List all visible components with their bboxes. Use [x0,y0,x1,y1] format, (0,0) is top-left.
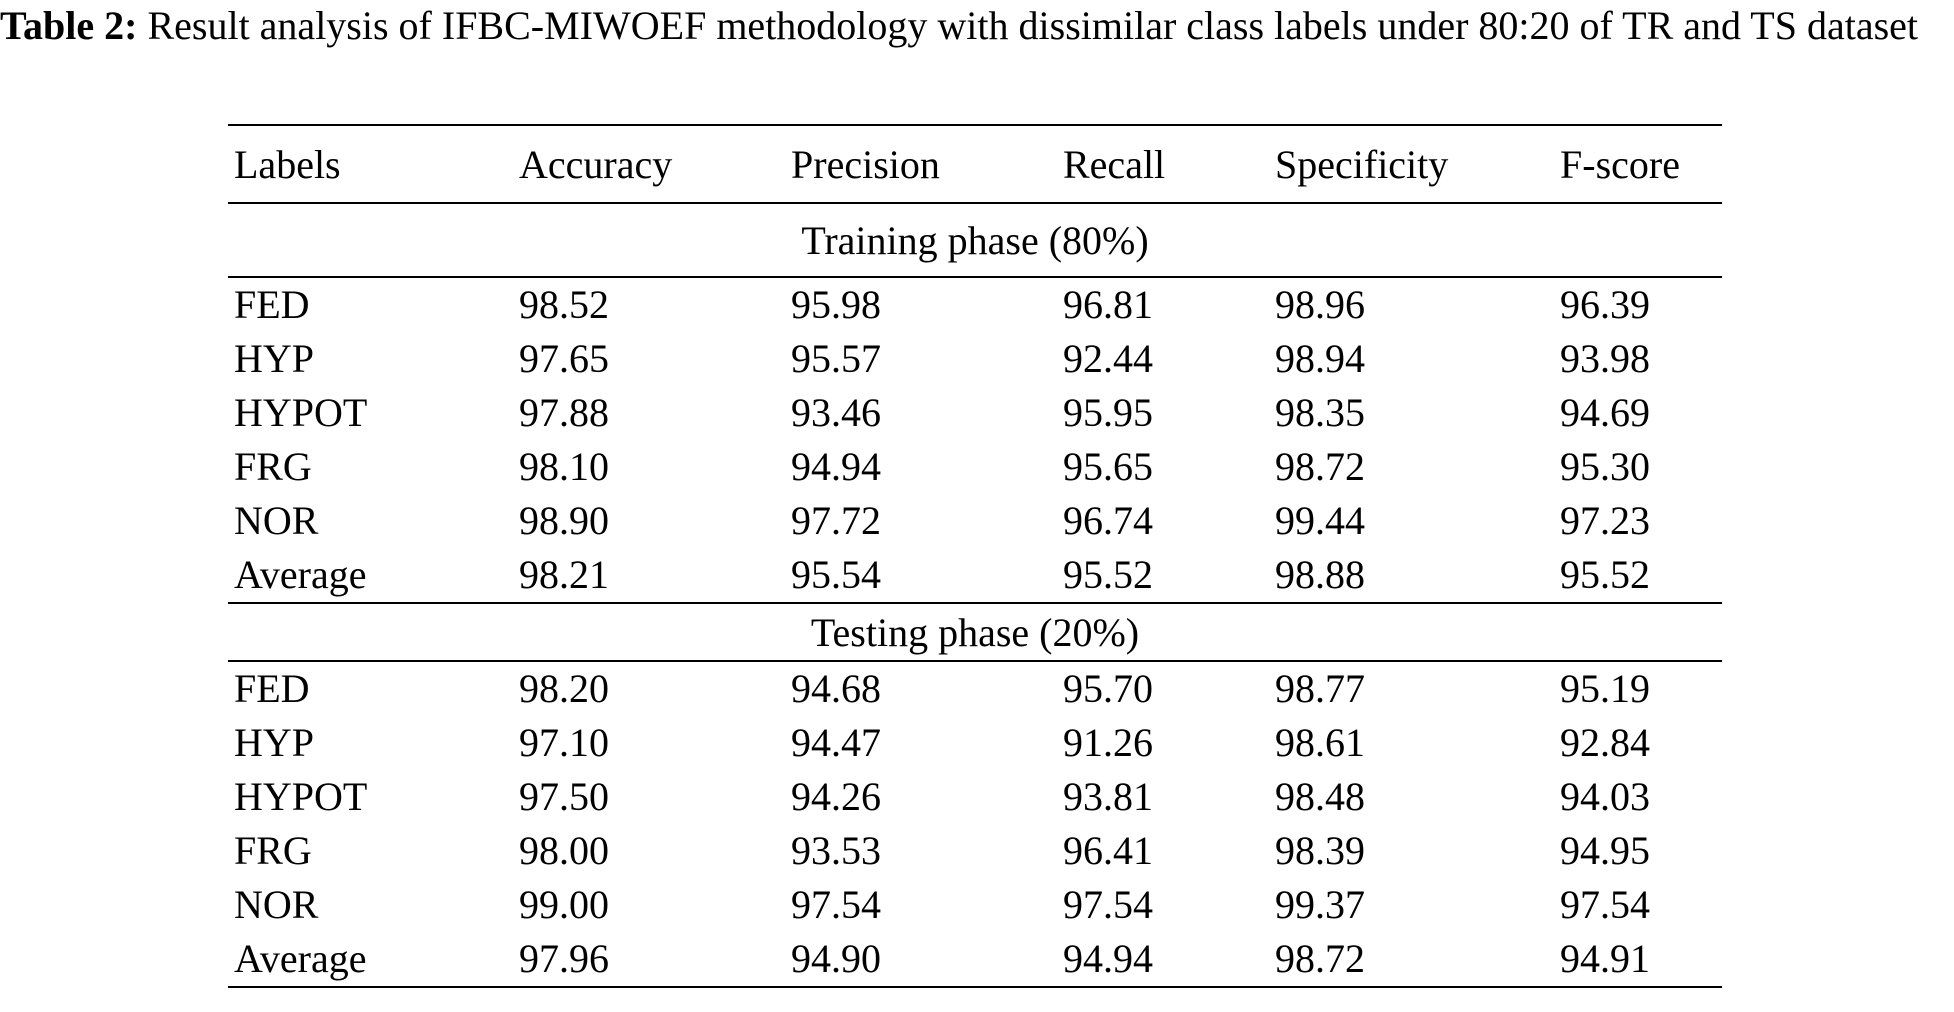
row-label-cell: Average [228,932,513,988]
table-cell: 96.39 [1560,282,1650,327]
table-cell: 96.74 [1063,498,1153,543]
table-cell: 98.39 [1275,828,1365,873]
table-cell: 95.30 [1560,444,1650,489]
table-cell: 94.47 [791,720,881,765]
table-cell: 99.37 [1275,882,1365,927]
table-row: FRG 98.00 93.53 96.41 98.39 94.95 [228,824,1722,878]
table-cell: 98.00 [519,828,609,873]
table-cell: 94.68 [791,666,881,711]
table-cell: 95.57 [791,336,881,381]
table-row: FED 98.52 95.98 96.81 98.96 96.39 [228,277,1722,332]
table-cell: 94.91 [1554,932,1722,988]
table-cell: 98.77 [1275,666,1365,711]
table-row: FRG 98.10 94.94 95.65 98.72 95.30 [228,440,1722,494]
table-cell: 95.52 [1063,552,1153,597]
table-cell: 99.00 [519,882,609,927]
table-row: NOR 99.00 97.54 97.54 99.37 97.54 [228,878,1722,932]
table-cell: 97.50 [519,774,609,819]
table-cell: 94.90 [785,932,1057,988]
row-label-cell: HYP [234,720,315,765]
table-row: HYPOT 97.50 94.26 93.81 98.48 94.03 [228,770,1722,824]
header-cell: F-score [1554,124,1722,204]
row-label-cell: HYP [234,336,315,381]
table-cell: 97.54 [1560,882,1650,927]
table-cell: 93.46 [791,390,881,435]
row-label-cell: NOR [234,882,319,927]
table-cell: 97.54 [1063,882,1153,927]
table-row: HYPOT 97.88 93.46 95.95 98.35 94.69 [228,386,1722,440]
table-cell: 98.10 [519,444,609,489]
table-cell: 95.54 [791,552,881,597]
table-row: HYP 97.10 94.47 91.26 98.61 92.84 [228,716,1722,770]
table-row: FED 98.20 94.68 95.70 98.77 95.19 [228,661,1722,716]
table-cell: 98.90 [519,498,609,543]
table-cell: 93.81 [1063,774,1153,819]
table-row: HYP 97.65 95.57 92.44 98.94 93.98 [228,332,1722,386]
table-cell: 97.54 [791,882,881,927]
table-row: NOR 98.90 97.72 96.74 99.44 97.23 [228,494,1722,548]
row-label-cell: FED [234,666,310,711]
table-cell: 97.88 [519,390,609,435]
table-cell: 97.10 [519,720,609,765]
table-cell: 94.03 [1560,774,1650,819]
table-cell: 95.52 [1560,552,1650,597]
header-cell: Accuracy [513,124,785,204]
table-cell: 98.96 [1275,282,1365,327]
row-label-cell: NOR [234,498,319,543]
table-row: Average 97.96 94.90 94.94 98.72 94.91 [228,932,1722,988]
caption-label: Table 2: [0,3,138,48]
table-cell: 94.95 [1560,828,1650,873]
table-cell: 94.94 [1057,932,1269,988]
results-table: Labels Accuracy Precision Recall Specifi… [228,124,1722,988]
row-label-cell: HYPOT [234,390,368,435]
section-title: Testing phase (20%) [228,602,1722,662]
header-cell: Recall [1057,124,1269,204]
table-cell: 95.98 [791,282,881,327]
table-cell: 98.72 [1275,444,1365,489]
header-row: Labels Accuracy Precision Recall Specifi… [228,124,1722,204]
row-label-cell: FED [234,282,310,327]
row-label-cell: FRG [234,444,312,489]
row-label-cell: HYPOT [234,774,368,819]
table-cell: 99.44 [1275,498,1365,543]
table-cell: 91.26 [1063,720,1153,765]
table-cell: 98.21 [519,552,609,597]
table-cell: 94.26 [791,774,881,819]
section-title: Training phase (80%) [228,203,1722,278]
table-caption: Table 2: Result analysis of IFBC-MIWOEF … [0,0,1954,52]
table-cell: 94.94 [791,444,881,489]
caption-text: Result analysis of IFBC-MIWOEF methodolo… [137,3,1919,48]
table-cell: 98.20 [519,666,609,711]
section-header-row: Training phase (80%) [228,203,1722,278]
header-cell: Precision [785,124,1057,204]
section-header-row: Testing phase (20%) [228,602,1722,662]
table-cell: 96.41 [1063,828,1153,873]
header-cell: Specificity [1269,124,1554,204]
table-cell: 95.70 [1063,666,1153,711]
table-cell: 96.81 [1063,282,1153,327]
table-cell: 93.53 [791,828,881,873]
table-cell: 93.98 [1560,336,1650,381]
row-label-cell: FRG [234,828,312,873]
table-cell: 92.44 [1063,336,1153,381]
table-cell: 98.61 [1275,720,1365,765]
table-cell: 97.96 [513,932,785,988]
table-cell: 98.48 [1275,774,1365,819]
table-cell: 97.72 [791,498,881,543]
table-cell: 92.84 [1560,720,1650,765]
table-cell: 95.65 [1063,444,1153,489]
table-cell: 98.88 [1275,552,1365,597]
table-cell: 94.69 [1560,390,1650,435]
table-cell: 95.19 [1560,666,1650,711]
table-row: Average 98.21 95.54 95.52 98.88 95.52 [228,548,1722,603]
table-cell: 98.52 [519,282,609,327]
table-cell: 97.23 [1560,498,1650,543]
table-cell: 98.72 [1269,932,1554,988]
table-cell: 95.95 [1063,390,1153,435]
row-label-cell: Average [234,552,367,597]
header-cell: Labels [228,124,513,204]
table-cell: 98.35 [1275,390,1365,435]
table-cell: 98.94 [1275,336,1365,381]
table-cell: 97.65 [519,336,609,381]
